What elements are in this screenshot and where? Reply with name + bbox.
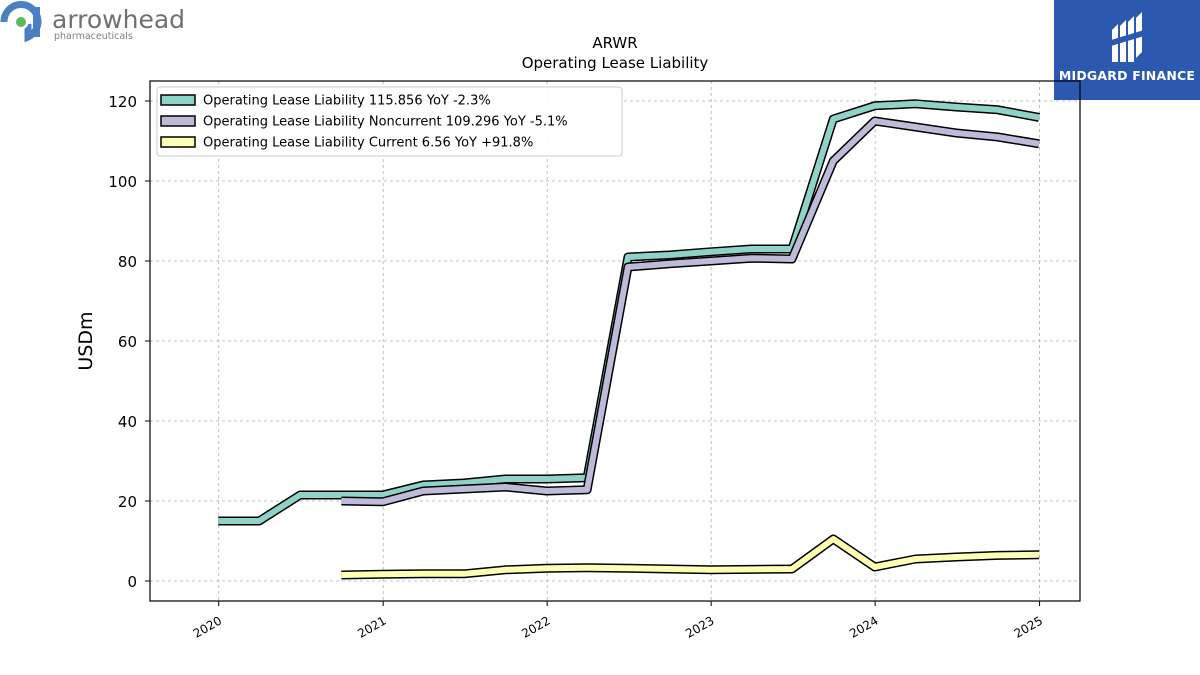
x-tick-label: 2024 <box>847 613 880 640</box>
chart-series <box>218 99 1040 580</box>
series-line-outline <box>341 116 1040 507</box>
legend-swatch <box>160 115 196 127</box>
y-tick-label: 100 <box>108 173 137 191</box>
chart-legend: Operating Lease Liability 115.856 YoY -2… <box>156 86 623 157</box>
y-axis: 0 20 40 60 80 100 120 <box>108 93 150 591</box>
series-3 <box>341 534 1040 580</box>
x-tick-label: 2021 <box>355 613 388 640</box>
legend-box <box>156 86 623 157</box>
y-tick-label: 0 <box>127 573 137 591</box>
x-tick-label: 2025 <box>1012 613 1045 640</box>
y-tick-label: 80 <box>118 253 137 271</box>
series-line <box>341 118 1040 505</box>
legend-label: Operating Lease Liability 115.856 YoY -2… <box>203 94 491 109</box>
arrowhead-logo: arrowhead pharmaceuticals <box>0 1 185 43</box>
chart-title: ARWR <box>592 34 637 52</box>
y-tick-label: 60 <box>118 333 137 351</box>
legend-label: Operating Lease Liability Current 6.56 Y… <box>203 136 533 151</box>
series-1 <box>218 99 1040 526</box>
midgard-finance-logo: MIDGARD FINANCE <box>1054 0 1200 100</box>
series-line <box>341 536 1040 578</box>
legend-swatch <box>160 94 196 106</box>
x-tick-label: 2020 <box>191 613 224 640</box>
series-line <box>218 100 1040 524</box>
arrowhead-logo-name: arrowhead <box>52 5 185 34</box>
legend-swatch <box>160 136 196 148</box>
x-tick-label: 2023 <box>683 613 716 640</box>
y-axis-label: USDm <box>75 311 97 370</box>
x-axis: 2020 2021 2022 2023 2024 2025 <box>191 601 1045 641</box>
legend-label: Operating Lease Liability Noncurrent 109… <box>203 115 568 130</box>
midgard-logo-name: MIDGARD FINANCE <box>1058 68 1196 83</box>
series-line-outline <box>218 99 1040 526</box>
x-tick-label: 2022 <box>519 613 552 640</box>
chart-subtitle: Operating Lease Liability <box>522 54 709 72</box>
y-tick-label: 120 <box>108 93 137 111</box>
arrowhead-logo-mark <box>0 1 42 43</box>
y-tick-label: 40 <box>118 413 137 431</box>
arrowhead-logo-subtitle: pharmaceuticals <box>54 31 133 42</box>
midgard-logo-mark <box>1111 12 1144 62</box>
y-tick-label: 20 <box>118 493 137 511</box>
series-2 <box>341 116 1040 507</box>
